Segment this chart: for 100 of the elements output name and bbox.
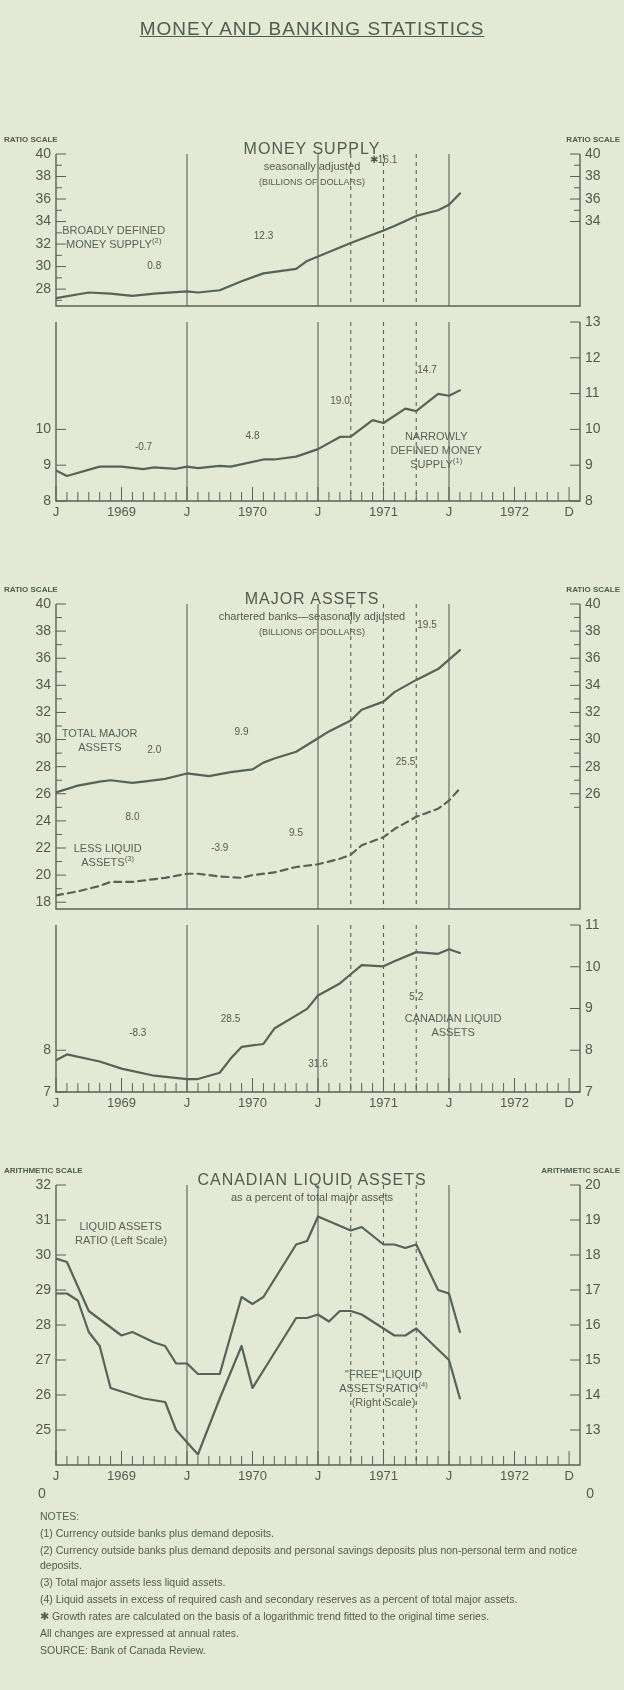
text: chartered banks—seasonally adjusted: [218, 610, 406, 622]
y2-tick-label: 13: [585, 312, 601, 329]
x-tick-label: 1969: [107, 1468, 136, 1484]
text: seasonally adjusted: [263, 160, 361, 172]
y-tick-label: 10: [35, 420, 52, 437]
x-tick-label: 1970: [238, 1468, 267, 1484]
y-tick-label: 36: [35, 649, 52, 666]
annotation: 12.3: [253, 229, 274, 241]
x-tick-label: J: [314, 1468, 322, 1484]
y2-tick-label: 16: [585, 1315, 601, 1332]
y2-tick-label: 9: [585, 456, 593, 473]
x-tick-label: J: [314, 504, 322, 520]
x-tick-label: 1972: [500, 1468, 529, 1484]
y-tick-label: 8: [43, 491, 52, 508]
y2-tick-label: 20: [585, 1175, 601, 1192]
text: 0: [38, 1485, 46, 1501]
y-tick-label: 32: [35, 234, 52, 251]
annotation: 31.6: [308, 1058, 329, 1070]
text: (3) Total major assets less liquid assets.: [40, 1574, 227, 1589]
chart-title: CANADIAN LIQUID ASSETS: [197, 1171, 427, 1188]
source-note: SOURCE: Bank of Canada Review.: [40, 1643, 207, 1658]
y-tick-label: 38: [35, 621, 52, 638]
y-tick-label: 38: [35, 167, 52, 184]
x-tick-label: 1969: [107, 1095, 136, 1111]
y2-tick-label: 14: [585, 1385, 601, 1402]
y-tick-label: 32: [35, 1175, 52, 1192]
y-tick-label: 34: [35, 212, 52, 229]
y-tick-label: 22: [35, 838, 52, 855]
annotation: 4.8: [245, 430, 260, 442]
y-tick-label: 25: [35, 1420, 52, 1437]
y-tick-label: 9: [43, 456, 52, 473]
x-tick-label: J: [183, 1468, 191, 1484]
y-tick-label: 30: [35, 730, 52, 747]
y2-tick-label: 34: [585, 212, 601, 229]
y2-axis-title: RATIO SCALE: [566, 585, 621, 595]
y-tick-label: 26: [35, 1385, 52, 1402]
y-tick-label: 30: [35, 257, 52, 274]
x-tick-label: J: [52, 1095, 60, 1111]
annotation: 8.0: [125, 811, 140, 823]
y2-tick-label: 40: [585, 594, 601, 611]
text: as a percent of total major assets: [230, 1191, 394, 1203]
y-axis-title: ARITHMETIC SCALE: [4, 1166, 84, 1176]
annotation: -3.9: [211, 841, 229, 853]
x-tick-label: 1971: [369, 504, 398, 520]
annotation: 5.2: [409, 991, 424, 1003]
x-tick-label: 1970: [238, 504, 267, 520]
y-tick-label: 40: [35, 144, 52, 161]
y-tick-label: 32: [35, 703, 52, 720]
x-tick-label: J: [183, 504, 191, 520]
annotation: 28.5: [220, 1013, 241, 1025]
text: ✱ Growth rates are calculated on the basis of a logarithmic trend fitted to the original time series.: [40, 1609, 491, 1624]
chart-title: MAJOR ASSETS: [244, 590, 380, 607]
annotation: 14.7: [417, 364, 438, 376]
annotation: 9.5: [289, 826, 304, 838]
y2-tick-label: 26: [585, 784, 601, 801]
text: (4) Liquid assets in excess of required cash and secondary reserves as a percent of total major assets.: [40, 1591, 519, 1607]
annotation: 2.0: [147, 744, 162, 756]
series-label: LIQUID ASSETS RATIO (Left Scale): [74, 1219, 168, 1246]
text: CANADIAN LIQUID ASSETS: [404, 1011, 502, 1038]
y2-tick-label: 8: [585, 491, 593, 508]
y2-tick-label: 7: [585, 1082, 593, 1099]
x-tick-label: 1972: [500, 1095, 529, 1111]
y2-tick-label: 28: [585, 757, 601, 774]
y2-tick-label: 10: [585, 420, 601, 437]
x-tick-label: J: [445, 504, 453, 520]
y-tick-label: 31: [35, 1210, 52, 1227]
y2-tick-label: 18: [585, 1245, 601, 1262]
annotation: 25.5: [395, 756, 416, 768]
text: 0: [586, 1485, 594, 1501]
y2-tick-label: 17: [585, 1280, 601, 1297]
y2-tick-label: 13: [585, 1420, 601, 1437]
text: All changes are expressed at annual rates.: [40, 1626, 241, 1641]
y-tick-label: 29: [35, 1280, 52, 1297]
y-tick-label: 36: [35, 189, 52, 206]
y-tick-label: 34: [35, 676, 52, 693]
x-tick-label: D: [564, 1095, 574, 1111]
text: MONEY AND BANKING STATISTICS: [139, 18, 485, 39]
y2-tick-label: 19: [585, 1210, 601, 1227]
y2-axis-title: RATIO SCALE: [566, 135, 621, 145]
text: TOTAL MAJOR ASSETS: [61, 726, 138, 753]
x-tick-label: D: [564, 504, 574, 520]
y2-tick-label: 10: [585, 957, 601, 974]
y2-tick-label: 38: [585, 621, 601, 638]
x-tick-label: J: [445, 1468, 453, 1484]
y2-tick-label: 40: [585, 144, 601, 161]
y-tick-label: 18: [35, 893, 52, 910]
y2-tick-label: 36: [585, 649, 601, 666]
y2-axis-title: ARITHMETIC SCALE: [541, 1166, 621, 1176]
y-tick-label: 26: [35, 784, 52, 801]
annotation: 19.0: [330, 394, 351, 406]
y-tick-label: 28: [35, 1315, 52, 1332]
y-axis-title: RATIO SCALE: [4, 135, 59, 145]
x-tick-label: 1971: [369, 1095, 398, 1111]
y2-tick-label: 15: [585, 1350, 601, 1367]
y-tick-label: 24: [35, 811, 52, 828]
x-tick-label: 1972: [500, 504, 529, 520]
x-tick-label: D: [564, 1468, 574, 1484]
text: (1) Currency outside banks plus demand deposits.: [40, 1526, 276, 1541]
y-tick-label: 27: [35, 1350, 52, 1367]
y-tick-label: 30: [35, 1245, 52, 1262]
